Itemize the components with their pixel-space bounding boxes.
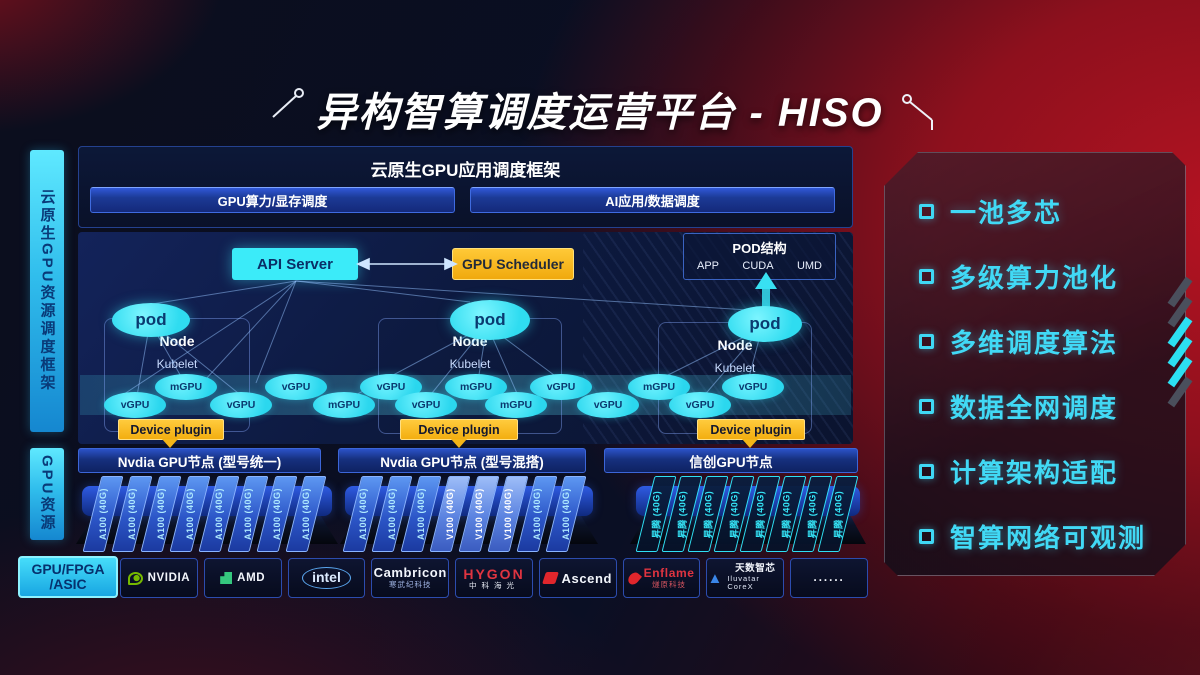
gpu-group-header-3: 信创GPU节点 (604, 448, 858, 473)
page-title: 异构智算调度运营平台 - HISO (316, 91, 884, 135)
sidebar-resource-label: GPU资源 (38, 455, 56, 533)
pod-ellipse-2: pod (450, 300, 530, 340)
gpu-card: A100 (40G) (295, 476, 317, 552)
feature-item: 多级算力池化 (919, 262, 1185, 290)
gpu-ellipse: mGPU (313, 392, 375, 418)
api-server-box: API Server (232, 248, 358, 280)
chip-line1: GPU/FPGA (31, 560, 105, 577)
gpu-card: 昇腾 (40G) (827, 476, 849, 552)
square-bullet-icon (919, 334, 934, 349)
gpu-ellipse: mGPU (485, 392, 547, 418)
device-plugin-1: Device plugin (118, 419, 224, 440)
pod-structure-title: POD结构 (732, 241, 787, 256)
node-label: Node (159, 333, 195, 349)
chip-line2: /ASIC (49, 576, 87, 592)
iluvatar-logo-icon: ▲ (707, 569, 723, 587)
gpu-group-header-1: Nvdia GPU节点 (型号统一) (78, 448, 321, 473)
ascend-logo-icon (541, 572, 559, 584)
feature-item: 一池多芯 (919, 197, 1185, 225)
square-bullet-icon (919, 269, 934, 284)
pod-ellipse-1: pod (112, 303, 190, 337)
gpu-card: A100 (40G) (121, 476, 143, 552)
gpu-card: A100 (40G) (208, 476, 230, 552)
feature-item: 计算架构适配 (919, 457, 1185, 485)
kubelet-label: Kubelet (156, 357, 198, 371)
arrow-down-icon (742, 439, 758, 448)
kubelet-label: Kubelet (714, 361, 756, 375)
gpu-ellipse: vGPU (577, 392, 639, 418)
square-bullet-icon (919, 399, 934, 414)
enflame-logo-icon (625, 569, 642, 587)
gpu-ellipse: vGPU (210, 392, 272, 418)
features-panel: 一池多芯 多级算力池化 多维调度算法 数据全网调度 计算架构适配 智算网络可观测 (884, 152, 1186, 576)
vendor-amd: AMD (203, 558, 282, 598)
arrow-down-icon (451, 439, 467, 448)
feature-item: 智算网络可观测 (919, 522, 1185, 550)
bar-gpu-memory-scheduling: GPU算力/显存调度 (90, 187, 455, 213)
gpu-card: A100 (40G) (381, 476, 403, 552)
square-bullet-icon (919, 464, 934, 479)
pod-structure-item-umd: UMD (796, 260, 822, 272)
intel-logo-icon: intel (302, 567, 351, 589)
square-bullet-icon (919, 529, 934, 544)
vendor-hygon: HYGON 中科海光 (455, 558, 533, 598)
vendor-nvidia: NVIDIA (120, 558, 198, 598)
gpu-card: A100 (40G) (92, 476, 114, 552)
gpu-ellipse: vGPU (722, 374, 784, 400)
feature-item: 数据全网调度 (919, 392, 1185, 420)
circuit-decoration-left (272, 88, 304, 118)
gpu-card: V100 (40G) (439, 476, 461, 552)
device-plugin-2: Device plugin (400, 419, 518, 440)
gpu-card: A100 (40G) (237, 476, 259, 552)
square-bullet-icon (919, 204, 934, 219)
sidebar-chip-box: GPU/FPGA /ASIC (18, 556, 118, 598)
gpu-group-header-2: Nvdia GPU节点 (型号混搭) (338, 448, 586, 473)
vendor-ascend: Ascend (538, 558, 617, 598)
kubelet-label: Kubelet (449, 357, 491, 371)
sidebar-resource-bar: GPU资源 (30, 448, 64, 540)
vendor-enflame: Enflame 燧原科技 (622, 558, 701, 598)
circuit-decoration-right (902, 94, 933, 130)
sidebar-framework-bar: 云原生GPU资源调度框架 (30, 150, 64, 432)
gpu-ellipse: vGPU (669, 392, 731, 418)
sidebar-framework-label: 云原生GPU资源调度框架 (38, 189, 56, 393)
vendor-cambricon: Cambricon 寒武纪科技 (371, 558, 450, 598)
device-plugin-3: Device plugin (697, 419, 805, 440)
vendor-intel: intel (287, 558, 366, 598)
gpu-card: A100 (40G) (352, 476, 374, 552)
gpu-card: A100 (40G) (555, 476, 577, 552)
vendor-more: ...... (790, 558, 869, 598)
amd-logo-icon (220, 572, 233, 584)
vendor-logo-row: NVIDIA AMD intel Cambricon 寒武纪科技 HYGON 中… (120, 558, 869, 598)
vendor-iluvatar: ▲ 天数智芯 Iluvatar CoreX (706, 558, 785, 598)
gpu-scheduler-box: GPU Scheduler (452, 248, 574, 280)
node-label: Node (717, 337, 753, 353)
pod-structure-box: POD结构 APP CUDA UMD (683, 233, 836, 280)
gpu-card: A100 (40G) (410, 476, 432, 552)
gpu-ellipse: vGPU (265, 374, 327, 400)
gpu-ellipse: vGPU (104, 392, 166, 418)
gpu-card: V100 (40G) (468, 476, 490, 552)
arrow-down-icon (162, 439, 178, 448)
pod-structure-item-cuda: CUDA (742, 260, 774, 272)
gpu-ellipse: mGPU (155, 374, 217, 400)
app-framework-title: 云原生GPU应用调度框架 (370, 161, 561, 180)
gpu-card: A100 (40G) (526, 476, 548, 552)
feature-item: 多维调度算法 (919, 327, 1185, 355)
bar-ai-data-scheduling: AI应用/数据调度 (470, 187, 835, 213)
gpu-ellipse: vGPU (395, 392, 457, 418)
gpu-card: A100 (40G) (266, 476, 288, 552)
pod-ellipse-3: pod (728, 306, 802, 342)
gpu-card: A100 (40G) (150, 476, 172, 552)
gpu-card: A100 (40G) (179, 476, 201, 552)
pod-structure-item-app: APP (697, 260, 720, 272)
nvidia-logo-icon (127, 571, 143, 585)
gpu-card: V100 (40G) (497, 476, 519, 552)
